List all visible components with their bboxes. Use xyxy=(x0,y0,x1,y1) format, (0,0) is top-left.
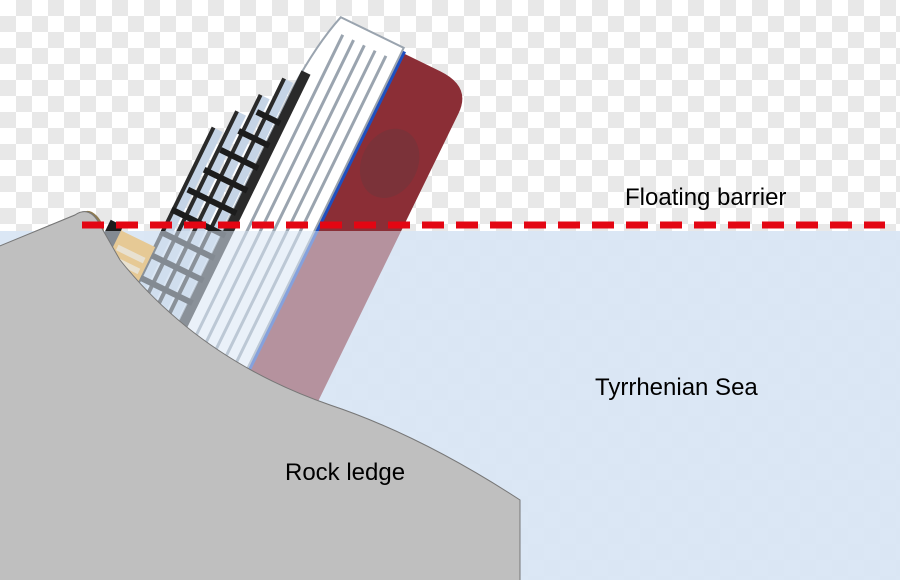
label-sea: Tyrrhenian Sea xyxy=(595,374,758,401)
label-rock-ledge: Rock ledge xyxy=(285,459,405,486)
label-floating-barrier: Floating barrier xyxy=(625,184,786,211)
diagram-svg: Floating barrier Tyrrhenian Sea Rock led… xyxy=(0,0,900,580)
